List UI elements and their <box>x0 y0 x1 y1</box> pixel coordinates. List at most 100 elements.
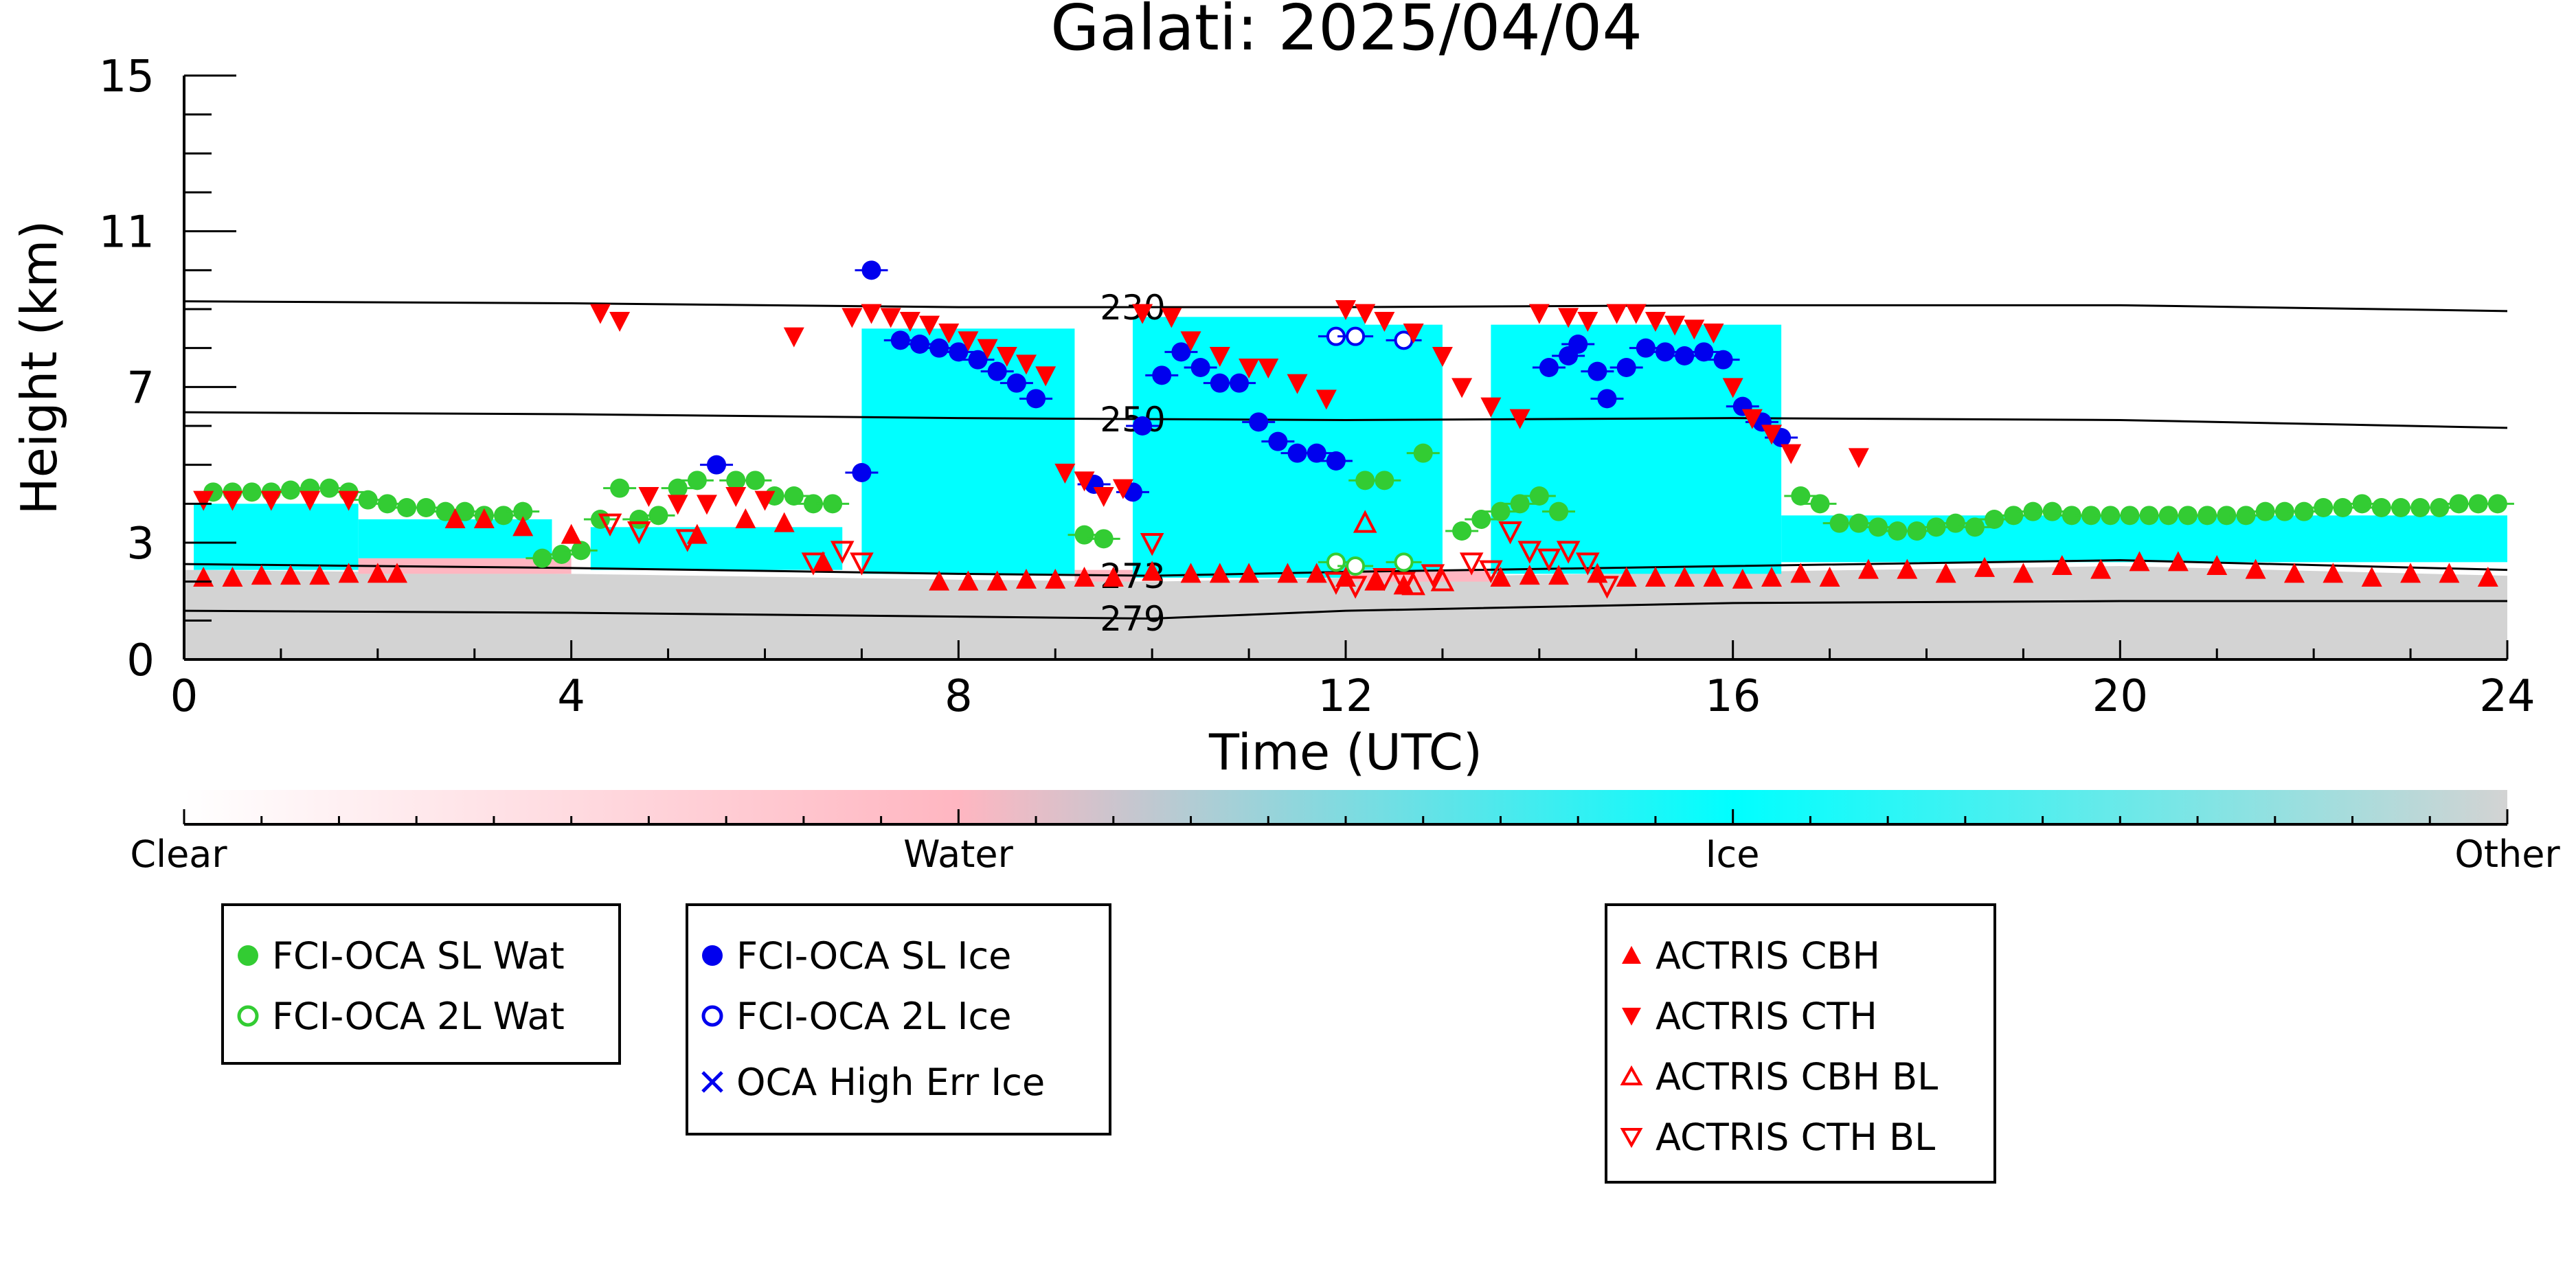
data-point <box>1656 342 1675 362</box>
data-point <box>473 508 495 528</box>
data-point <box>852 463 872 482</box>
legend-label: OCA High Err Ice <box>736 1060 1046 1104</box>
data-point <box>1353 510 1377 533</box>
ice-class-region <box>194 504 359 570</box>
data-point <box>338 563 359 583</box>
data-point <box>783 327 804 348</box>
data-point <box>696 495 717 515</box>
data-point <box>1857 558 1879 579</box>
data-point <box>1364 570 1386 591</box>
colorbar-label-ice: Ice <box>1706 833 1760 876</box>
data-point <box>1548 565 1570 585</box>
legend-item-high-err-ice: OCA High Err Ice <box>688 1054 1045 1109</box>
open-circle-icon <box>688 988 736 1043</box>
data-point <box>1479 560 1503 584</box>
data-point <box>1015 354 1037 375</box>
legend-ice: FCI-OCA SL Ice FCI-OCA 2L Ice OCA High E… <box>686 903 1111 1136</box>
data-point <box>1054 464 1076 484</box>
data-point <box>1491 501 1511 521</box>
data-point <box>2323 563 2344 583</box>
data-point <box>949 342 969 362</box>
data-point <box>1451 378 1473 398</box>
data-point <box>861 260 881 280</box>
y-tick-label: 7 <box>126 363 155 414</box>
data-point <box>1209 347 1230 367</box>
legend-label: ACTRIS CTH BL <box>1656 1115 1936 1159</box>
legend-label: ACTRIS CBH BL <box>1656 1054 1939 1098</box>
data-point <box>2090 558 2112 579</box>
colorbar-ticks <box>183 809 2509 824</box>
y-tick-label: 3 <box>126 519 155 569</box>
data-point <box>281 480 301 500</box>
ice-class-region <box>861 328 1075 574</box>
data-point <box>929 338 949 358</box>
data-point <box>1307 443 1326 463</box>
legend-label: FCI-OCA SL Wat <box>272 934 565 978</box>
data-point <box>1606 304 1627 324</box>
data-point <box>1616 358 1636 377</box>
x-tick-label: 24 <box>2479 671 2535 722</box>
data-point <box>2245 558 2266 579</box>
data-point <box>1190 358 1210 377</box>
data-point <box>2352 494 2372 514</box>
legend-label: FCI-OCA SL Ice <box>736 934 1012 978</box>
data-point <box>1343 576 1368 599</box>
data-point <box>1074 471 1095 492</box>
data-point <box>1103 567 1124 587</box>
data-point <box>1703 567 1724 587</box>
data-point <box>1829 513 1849 533</box>
legend-actris: ACTRIS CBH ACTRIS CTH ACTRIS CBH BL ACTR… <box>1605 903 1996 1184</box>
data-point <box>1355 304 1376 324</box>
data-point <box>1907 521 1927 541</box>
data-point <box>1498 521 1522 545</box>
data-point <box>1722 378 1743 398</box>
data-point <box>890 330 910 350</box>
data-point <box>1026 389 1046 409</box>
data-point <box>1133 416 1153 436</box>
data-point <box>1239 359 1260 379</box>
data-point <box>938 324 960 343</box>
data-point <box>754 490 776 511</box>
data-point <box>1888 521 1908 541</box>
data-point <box>1625 304 1647 324</box>
triangle-down-icon <box>1607 988 1656 1043</box>
data-point <box>1140 533 1164 556</box>
data-point <box>2333 498 2353 517</box>
data-point <box>397 498 417 517</box>
legend-label: FCI-OCA 2L Wat <box>272 994 565 1038</box>
data-point <box>1674 567 1695 587</box>
data-point <box>598 513 622 537</box>
data-point <box>1152 365 1172 385</box>
data-point <box>2178 506 2197 526</box>
data-point <box>1258 359 1279 379</box>
data-point <box>929 570 950 591</box>
data-point <box>300 490 321 511</box>
x-tick-label: 4 <box>557 671 585 722</box>
legend-item-sl-wat: FCI-OCA SL Wat <box>224 928 565 983</box>
data-point <box>512 516 534 536</box>
data-point <box>968 350 988 370</box>
data-point <box>2361 567 2382 587</box>
data-point <box>850 552 874 576</box>
data-point <box>1781 444 1802 464</box>
data-point <box>1848 448 1869 468</box>
data-point <box>193 490 214 511</box>
x-tick-label: 0 <box>170 671 199 722</box>
data-point <box>1761 425 1783 445</box>
legend-label: ACTRIS CBH <box>1656 934 1880 978</box>
data-point <box>1509 409 1530 429</box>
data-point <box>1074 525 1094 545</box>
data-point <box>2139 506 2159 526</box>
open-triangle-down-icon <box>1607 1109 1656 1164</box>
y-tick-label: 15 <box>99 52 155 102</box>
data-point <box>1556 541 1581 564</box>
data-point <box>880 308 901 328</box>
data-point <box>986 570 1008 591</box>
data-point <box>1142 561 1163 581</box>
data-point <box>784 486 804 506</box>
data-point <box>1375 471 1394 490</box>
data-point <box>2430 498 2450 517</box>
data-point <box>2023 501 2043 521</box>
data-point <box>1112 479 1133 499</box>
data-point <box>1490 567 1511 587</box>
